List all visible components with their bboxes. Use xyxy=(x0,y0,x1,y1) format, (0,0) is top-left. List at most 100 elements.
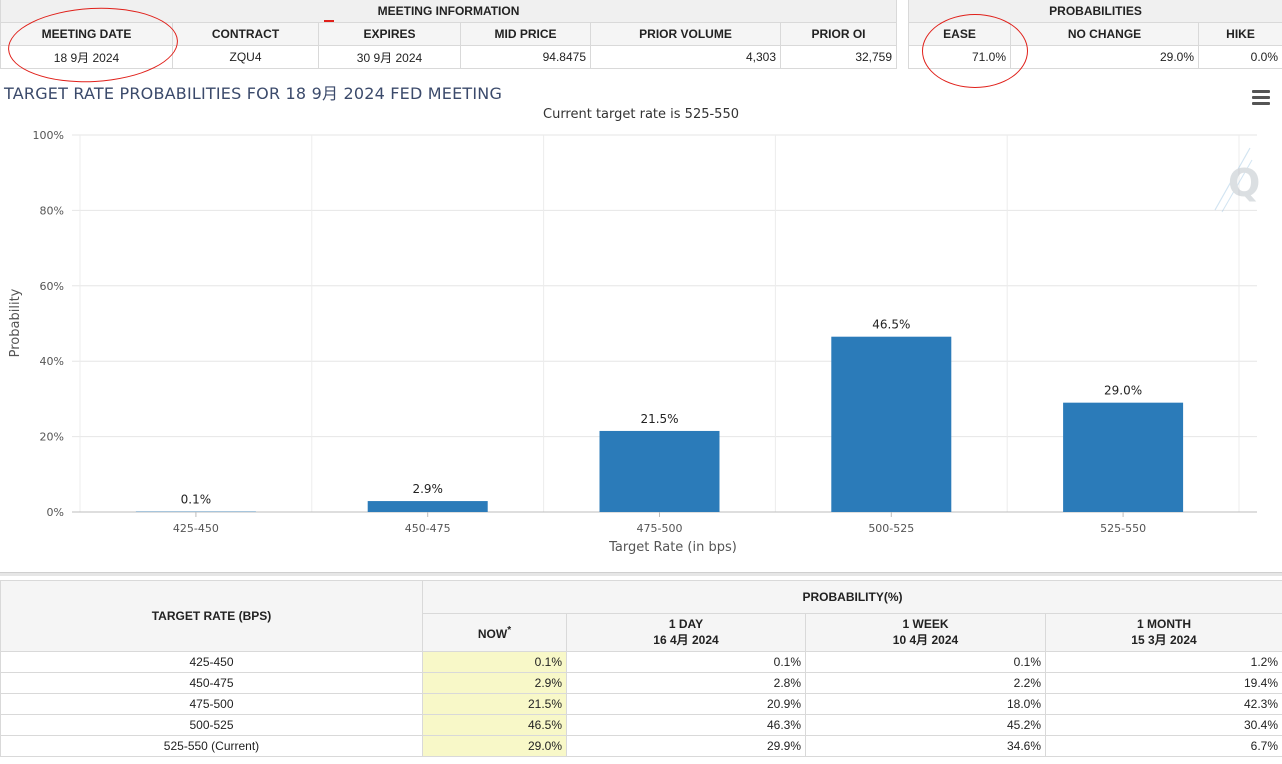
x-axis-label: Target Rate (in bps) xyxy=(608,540,737,555)
header-prior-volume: PRIOR VOLUME xyxy=(590,22,781,46)
bar-data-label: 46.5% xyxy=(872,318,910,332)
header-expires: EXPIRES xyxy=(318,22,461,46)
x-axis-ticks: 425-450 450-475 475-500 500-525 525-550 xyxy=(173,512,1146,535)
bar-data-label: 29.0% xyxy=(1104,384,1142,398)
column-header-label: 1 MONTH xyxy=(1137,617,1191,632)
target-rate-cell: 450-475 xyxy=(0,672,423,694)
probability-cell: 34.6% xyxy=(805,735,1046,757)
meeting-date-value: 18 9月 2024 xyxy=(0,45,173,69)
y-tick-label: 40% xyxy=(40,355,64,368)
column-header-1-week: 1 WEEK 10 4月 2024 xyxy=(805,613,1046,652)
probability-cell: 20.9% xyxy=(566,693,806,715)
column-header-now: NOW* xyxy=(422,613,567,652)
probability-cell: 2.8% xyxy=(566,672,806,694)
target-rate-bar-chart: 0% 20% 40% 60% 80% 100% 0.1% 2.9% 21.5% 46.5% 29.… xyxy=(8,129,1260,555)
header-target-rate: TARGET RATE (BPS) xyxy=(0,580,423,652)
header-contract: CONTRACT xyxy=(172,22,319,46)
probability-history-table: TARGET RATE (BPS) PROBABILITY(%) NOW* 1 D… xyxy=(0,579,1282,757)
y-tick-label: 0% xyxy=(47,506,64,519)
column-header-label: 1 DAY xyxy=(668,617,704,632)
chart-menu-icon[interactable] xyxy=(1252,90,1270,106)
target-rate-cell: 475-500 xyxy=(0,693,423,715)
probabilities-group-header: PROBABILITIES xyxy=(908,0,1282,23)
y-tick-label: 20% xyxy=(40,431,64,444)
mid-price-value: 94.8475 xyxy=(460,45,591,69)
target-rate-cell: 500-525 xyxy=(0,714,423,736)
hike-value: 0.0% xyxy=(1198,45,1282,69)
svg-text:Q: Q xyxy=(1228,161,1260,205)
probability-cell: 2.9% xyxy=(422,672,567,694)
probability-cell: 6.7% xyxy=(1045,735,1282,757)
prior-volume-value: 4,303 xyxy=(590,45,781,69)
table-row: 475-500 21.5% 20.9% 18.0% 42.3% xyxy=(0,693,1282,715)
probability-cell: 46.5% xyxy=(422,714,567,736)
header-ease: EASE xyxy=(908,22,1011,46)
bar-data-label: 21.5% xyxy=(640,412,678,426)
column-header-label: NOW xyxy=(477,626,508,641)
ease-value: 71.0% xyxy=(908,45,1011,69)
column-header-date: 16 4月 2024 xyxy=(653,633,719,648)
chart-subtitle: Current target rate is 525-550 xyxy=(543,107,739,122)
header-probability-group: PROBABILITY(%) xyxy=(422,579,1282,615)
probability-cell: 29.9% xyxy=(566,735,806,757)
probability-cell: 18.0% xyxy=(805,693,1046,715)
bar-data-label: 0.1% xyxy=(181,493,212,507)
bar-data-label: 2.9% xyxy=(412,482,443,496)
probability-cell: 29.0% xyxy=(422,735,567,757)
probability-cell: 30.4% xyxy=(1045,714,1282,736)
column-header-footnote-mark: * xyxy=(507,624,512,636)
table-row: 525-550 (Current) 29.0% 29.9% 34.6% 6.7% xyxy=(0,735,1282,757)
x-tick-label: 475-500 xyxy=(637,522,683,535)
y-tick-label: 100% xyxy=(33,129,64,142)
probability-cell: 2.2% xyxy=(805,672,1046,694)
header-no-change: NO CHANGE xyxy=(1010,22,1199,46)
meeting-info-table: MEETING INFORMATION MEETING DATE CONTRAC… xyxy=(0,0,898,69)
probability-cell: 0.1% xyxy=(422,651,567,673)
chart-bars: 0.1% 2.9% 21.5% 46.5% 29.0% xyxy=(135,318,1184,512)
column-header-date: 15 3月 2024 xyxy=(1131,633,1197,648)
prior-oi-value: 32,759 xyxy=(779,45,898,69)
header-hike: HIKE xyxy=(1198,22,1282,46)
x-tick-label: 425-450 xyxy=(173,522,219,535)
target-rate-cell: 525-550 (Current) xyxy=(0,735,423,757)
bar-450-475[interactable] xyxy=(367,501,488,512)
q-watermark-icon: Q xyxy=(1214,147,1260,213)
table-row: 450-475 2.9% 2.8% 2.2% 19.4% xyxy=(0,672,1282,694)
contract-value: ZQU4 xyxy=(172,45,319,69)
annotation-dash xyxy=(324,20,334,22)
target-rate-cell: 425-450 xyxy=(0,651,423,673)
probability-cell: 46.3% xyxy=(566,714,806,736)
table-row: 500-525 46.5% 46.3% 45.2% 30.4% xyxy=(0,714,1282,736)
y-tick-label: 80% xyxy=(40,204,64,217)
bar-500-525[interactable] xyxy=(831,336,952,512)
probability-cell: 19.4% xyxy=(1045,672,1282,694)
column-header-1-month: 1 MONTH 15 3月 2024 xyxy=(1045,613,1282,652)
probability-cell: 0.1% xyxy=(805,651,1046,673)
expires-value: 30 9月 2024 xyxy=(318,45,461,69)
probability-cell: 1.2% xyxy=(1045,651,1282,673)
header-meeting-date: MEETING DATE xyxy=(0,22,173,46)
chart-title: TARGET RATE PROBABILITIES FOR 18 9月 2024… xyxy=(4,84,503,103)
probability-cell: 45.2% xyxy=(805,714,1046,736)
probabilities-table: PROBABILITIES EASE NO CHANGE HIKE 71.0% … xyxy=(908,0,1282,69)
bar-525-550[interactable] xyxy=(1063,402,1184,512)
y-axis-label: Probability xyxy=(8,288,23,357)
bar-475-500[interactable] xyxy=(599,430,720,512)
column-header-label: 1 WEEK xyxy=(902,617,949,632)
x-tick-label: 500-525 xyxy=(868,522,914,535)
probability-cell: 42.3% xyxy=(1045,693,1282,715)
header-mid-price: MID PRICE xyxy=(460,22,591,46)
y-axis-ticks: 0% 20% 40% 60% 80% 100% xyxy=(33,129,64,519)
x-tick-label: 525-550 xyxy=(1100,522,1146,535)
section-divider xyxy=(0,572,1282,576)
header-prior-oi: PRIOR OI xyxy=(779,22,898,46)
no-change-value: 29.0% xyxy=(1010,45,1199,69)
column-header-1-day: 1 DAY 16 4月 2024 xyxy=(566,613,806,652)
probability-cell: 0.1% xyxy=(566,651,806,673)
table-row: 425-450 0.1% 0.1% 0.1% 1.2% xyxy=(0,651,1282,673)
column-header-date: 10 4月 2024 xyxy=(892,633,959,648)
meeting-info-group-header: MEETING INFORMATION xyxy=(0,0,898,23)
y-tick-label: 60% xyxy=(40,280,64,293)
x-tick-label: 450-475 xyxy=(405,522,451,535)
probability-cell: 21.5% xyxy=(422,693,567,715)
